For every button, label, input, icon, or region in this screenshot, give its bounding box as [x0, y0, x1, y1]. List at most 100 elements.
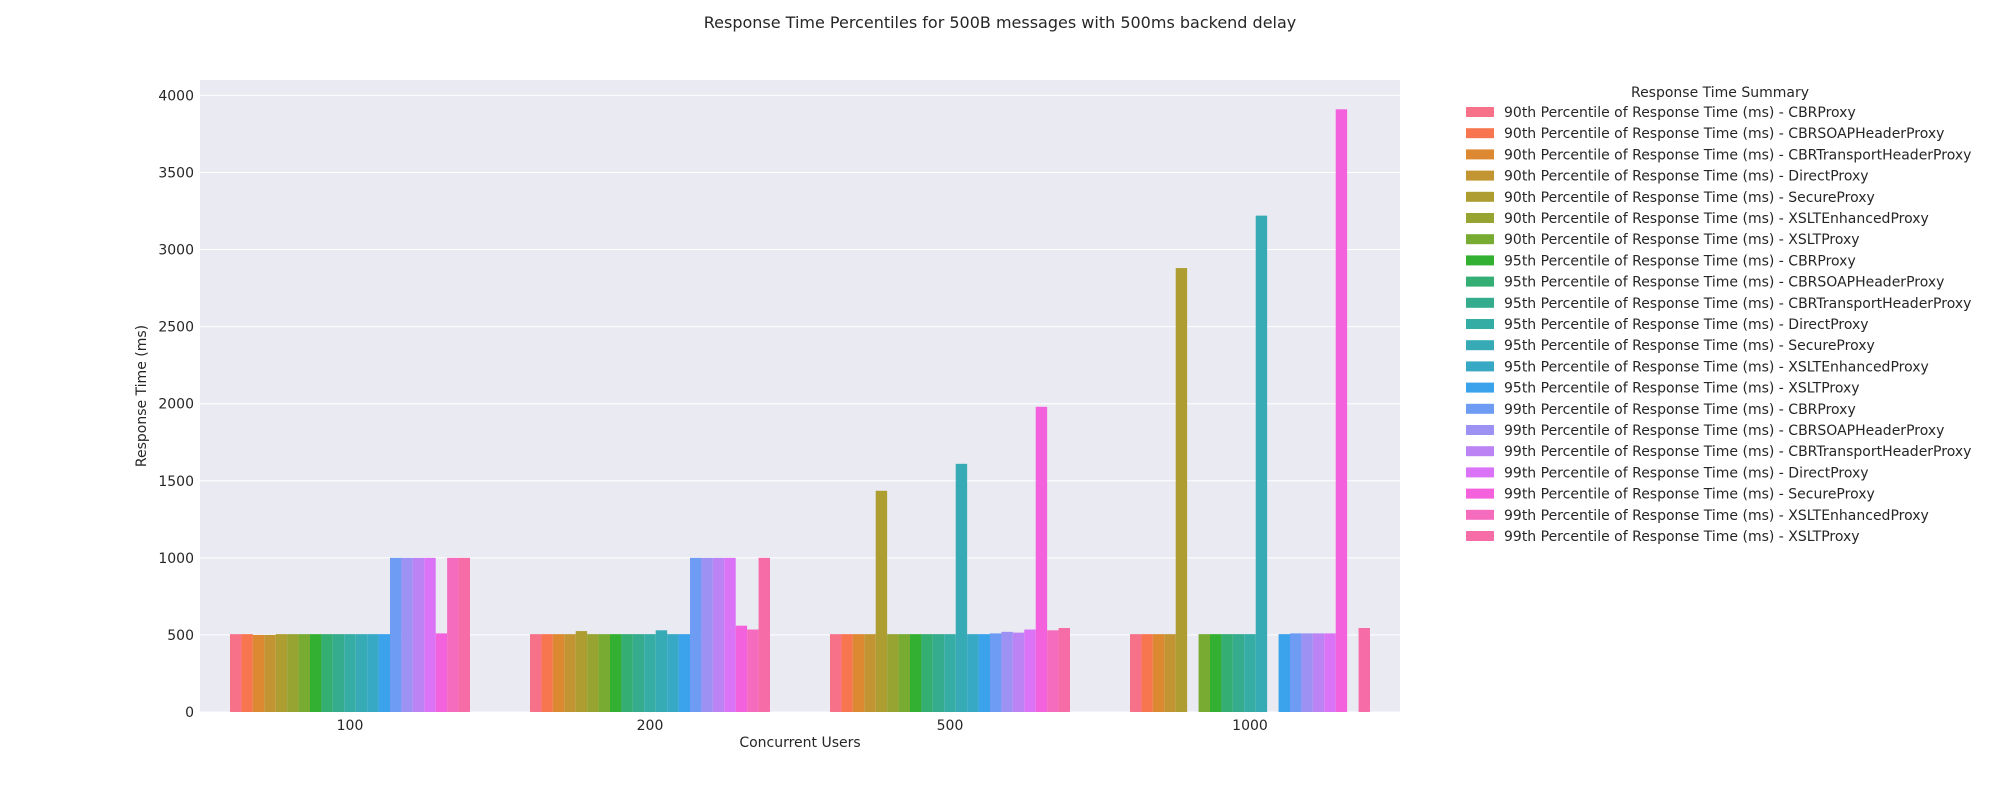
y-tick-labels: 0 500 1000 1500 2000 2500 3000 3500 4000	[158, 88, 194, 721]
bar	[758, 557, 770, 712]
legend-label: 95th Percentile of Response Time (ms) - …	[1504, 253, 1856, 269]
bar	[344, 634, 356, 712]
x-tick-label: 100	[337, 718, 364, 734]
legend-label: 95th Percentile of Response Time (ms) - …	[1504, 317, 1869, 333]
bar	[355, 634, 368, 712]
bar	[390, 557, 402, 712]
bar	[412, 557, 425, 712]
legend-swatch	[1466, 213, 1494, 223]
bar	[598, 634, 610, 712]
legend-swatch	[1466, 276, 1494, 287]
legend-label: 95th Percentile of Response Time (ms) - …	[1504, 296, 1971, 312]
legend-label: 99th Percentile of Response Time (ms) - …	[1504, 423, 1944, 439]
bar	[321, 634, 333, 712]
bar	[1255, 215, 1268, 712]
bar	[310, 634, 322, 712]
bar	[275, 634, 288, 712]
legend-swatch	[1466, 446, 1494, 457]
legend-swatch	[1466, 361, 1494, 372]
legend-label: 99th Percentile of Response Time (ms) - …	[1504, 508, 1929, 524]
x-tick-labels: 100 200 500 1000	[337, 718, 1268, 734]
legend-swatch	[1466, 107, 1494, 117]
bar	[735, 625, 748, 712]
y-tick-label: 0	[185, 705, 194, 721]
bar	[587, 634, 599, 712]
legend-label: 95th Percentile of Response Time (ms) - …	[1504, 359, 1929, 375]
bar	[530, 634, 542, 712]
bar	[667, 634, 679, 712]
bar	[990, 633, 1002, 712]
bar	[944, 634, 956, 712]
y-tick-label: 500	[167, 628, 194, 644]
x-tick-label: 1000	[1232, 718, 1268, 734]
legend-swatch	[1466, 191, 1494, 202]
bar	[1301, 633, 1313, 712]
legend-swatch	[1466, 170, 1494, 181]
legend-label: 90th Percentile of Response Time (ms) - …	[1504, 126, 1944, 142]
bar	[610, 634, 622, 712]
bar	[875, 490, 888, 712]
legend-swatch	[1466, 234, 1494, 245]
legend: Response Time Summary 90th Percentile of…	[1466, 85, 1971, 545]
legend-swatch	[1466, 297, 1494, 308]
bar	[552, 634, 565, 712]
bar	[424, 557, 436, 712]
bar	[298, 634, 310, 712]
bar	[458, 557, 470, 712]
bar	[887, 634, 899, 712]
bar	[1290, 633, 1302, 712]
bar	[1024, 629, 1036, 712]
bar	[435, 633, 448, 712]
bar	[921, 634, 933, 712]
legend-label: 95th Percentile of Response Time (ms) - …	[1504, 338, 1875, 354]
bar	[621, 634, 633, 712]
bar	[1335, 109, 1348, 713]
bar	[1210, 634, 1222, 712]
bar	[1130, 634, 1142, 712]
legend-label: 90th Percentile of Response Time (ms) - …	[1504, 147, 1971, 163]
bar	[712, 557, 725, 712]
bar	[1001, 631, 1013, 712]
bar	[1358, 627, 1370, 712]
legend-label: 99th Percentile of Response Time (ms) - …	[1504, 444, 1971, 460]
bar	[378, 634, 390, 712]
legend-label: 90th Percentile of Response Time (ms) - …	[1504, 211, 1929, 227]
legend-label: 99th Percentile of Response Time (ms) - …	[1504, 402, 1856, 418]
bar	[747, 629, 759, 712]
legend-swatch	[1466, 149, 1494, 160]
bar	[864, 634, 876, 712]
bar	[230, 634, 242, 712]
bar	[1278, 634, 1290, 712]
plot-area	[200, 80, 1400, 712]
bar	[564, 634, 576, 712]
bar	[1312, 633, 1325, 712]
y-axis-label: Response Time (ms)	[134, 325, 150, 467]
x-tick-label: 200	[637, 718, 664, 734]
legend-swatch	[1466, 531, 1494, 541]
bar	[264, 634, 276, 712]
legend-label: 99th Percentile of Response Time (ms) - …	[1504, 465, 1869, 481]
bar	[701, 557, 713, 712]
bar	[724, 557, 736, 712]
bar	[967, 634, 979, 712]
bar	[1012, 632, 1025, 712]
legend-items: 90th Percentile of Response Time (ms) - …	[1466, 105, 1971, 545]
bar	[632, 634, 645, 712]
bar	[1221, 634, 1233, 712]
bar	[1324, 633, 1336, 712]
x-tick-label: 500	[937, 718, 964, 734]
bar	[1164, 634, 1176, 712]
bar	[690, 557, 702, 712]
x-axis-label: Concurrent Users	[739, 735, 860, 751]
bar	[852, 634, 865, 712]
y-tick-label: 1000	[158, 551, 194, 567]
bar	[841, 634, 853, 712]
bar	[447, 557, 459, 712]
bar	[678, 634, 690, 712]
bar	[541, 634, 553, 712]
y-tick-label: 3000	[158, 243, 194, 259]
bar	[287, 634, 299, 712]
bar	[332, 634, 345, 712]
legend-label: 95th Percentile of Response Time (ms) - …	[1504, 275, 1944, 291]
legend-swatch	[1466, 425, 1494, 435]
